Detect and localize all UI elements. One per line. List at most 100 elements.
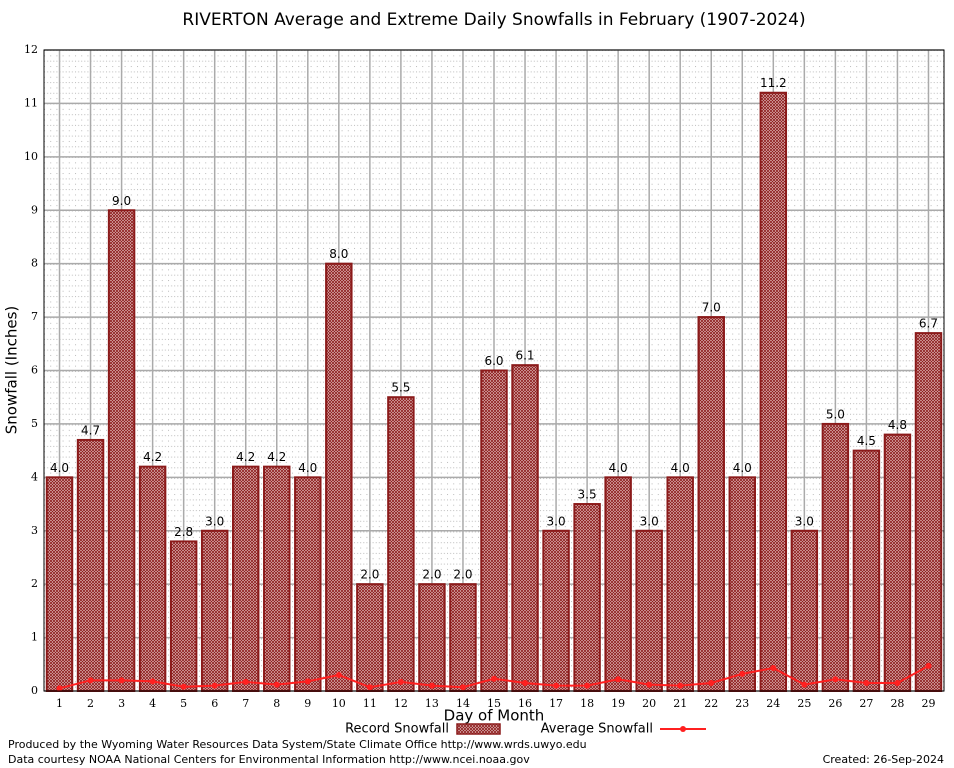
value-label: 4.2 [267,450,286,464]
bar [387,396,415,692]
y-axis-label: Snowfall (Inches) [3,306,21,434]
x-tick-label: 10 [332,697,346,710]
line-marker [646,681,653,688]
x-tick-label: 21 [673,697,687,710]
bar [294,476,322,693]
x-tick-label: 1 [56,697,63,710]
bar [604,476,632,693]
value-label: 4.5 [857,434,876,448]
note: Produced by the Wyoming Water Resources … [8,738,587,751]
y-tick-label: 9 [31,203,38,216]
line-marker [87,677,94,684]
line-marker [894,679,901,686]
x-tick-label: 14 [456,697,470,710]
legend: Record Snowfall Average Snowfall [345,722,706,737]
line-marker [832,676,839,683]
bar [821,422,850,692]
line-marker [739,670,746,677]
bar [542,529,570,692]
y-tick-label: 12 [24,43,38,56]
bar [76,438,105,693]
line-marker [491,675,497,682]
line-marker [211,682,218,689]
value-label: 6.0 [484,354,503,368]
x-tick-label: 11 [363,697,377,710]
x-tick-label: 17 [549,697,563,710]
bar [852,449,881,692]
bar [790,529,819,692]
bar [728,476,756,693]
line-marker [863,679,870,686]
x-tick-label: 7 [242,697,249,710]
x-tick-label: 27 [859,697,873,710]
bar [914,332,943,692]
line-marker [925,662,932,669]
line-marker [335,671,342,678]
x-tick-label: 12 [394,697,408,710]
marks: 4.0 4.7 9.0 4.2 2.8 3.0 4.2 4.2 4.0 8.0 2.0 5.5 2.0 2… [45,76,943,693]
legend-label: Record Snowfall [345,722,449,737]
line-marker [615,676,622,683]
x-axis-label: Day of Month [444,707,545,725]
bar [511,364,539,692]
line-marker [522,679,529,686]
value-label: 3.0 [640,514,659,528]
bar [573,503,601,692]
x-tick-label: 26 [828,697,842,710]
bar [107,209,136,692]
line-marker [428,682,435,689]
bar [697,316,725,692]
x-tick-label: 23 [735,697,749,710]
legend-swatch [456,723,501,735]
bar [138,465,167,692]
bar [759,91,788,692]
y-tick-label: 7 [31,310,38,323]
value-label: 4.0 [609,461,628,475]
bar [169,540,198,693]
value-label: 2.0 [360,568,379,582]
x-tick-label: 3 [118,697,125,710]
line-marker [180,683,187,690]
line-marker [553,682,560,689]
note: Data courtesy NOAA National Centers for … [8,753,530,766]
line-marker [118,677,125,684]
line-marker [149,678,156,685]
created-date: Created: 26-Sep-2024 [823,753,944,766]
line-marker [397,678,404,685]
bar [449,583,477,693]
bar [232,465,260,692]
value-label: 4.8 [888,418,907,432]
y-tick-label: 5 [31,417,38,430]
legend-label: Average Snowfall [541,722,653,737]
line-marker [242,678,249,685]
x-tick-label: 29 [921,697,935,710]
value-label: 4.0 [671,461,690,475]
value-label: 3.0 [795,514,814,528]
value-label: 5.0 [826,407,845,421]
x-tick-label: 5 [180,697,187,710]
value-label: 3.0 [547,514,566,528]
x-tick-label: 25 [797,697,811,710]
y-tick-label: 11 [24,96,38,109]
bar [666,476,694,693]
value-label: 8.0 [329,247,348,261]
value-label: 5.5 [391,381,410,395]
x-tick-label: 6 [211,697,218,710]
line-marker [459,684,466,691]
value-label: 4.7 [81,423,100,437]
value-label: 6.1 [515,349,534,363]
bar [263,465,291,692]
bar [883,433,912,692]
y-tick-label: 2 [31,577,38,590]
value-label: 7.0 [702,301,721,315]
value-label: 4.0 [50,461,69,475]
value-label: 4.2 [143,450,162,464]
bar [45,476,74,693]
value-label: 4.0 [298,461,317,475]
value-label: 9.0 [112,194,131,208]
bar [325,262,353,692]
bar [356,583,384,693]
chart-title: RIVERTON Average and Extreme Daily Snowf… [182,10,805,30]
line-marker [801,681,808,688]
x-tick-label: 24 [766,697,780,710]
